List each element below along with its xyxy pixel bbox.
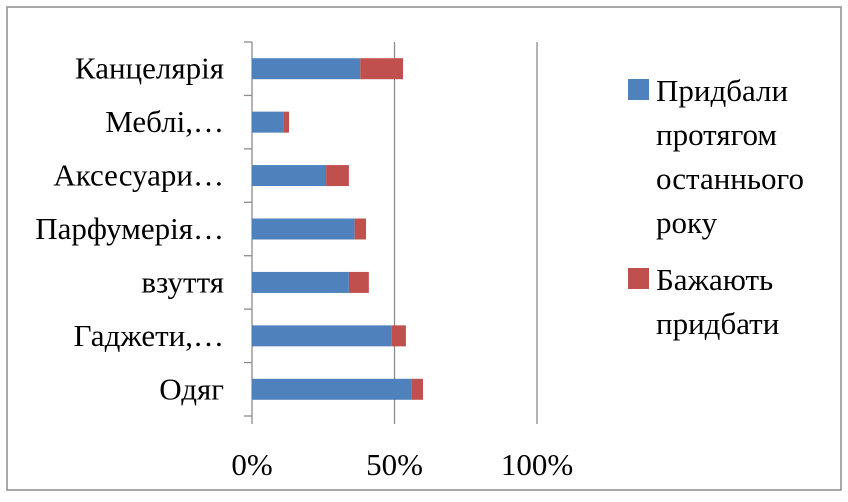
category-label-5: Гаджети,… bbox=[74, 318, 224, 353]
bar-bought-5 bbox=[252, 325, 392, 347]
bar-bought-6 bbox=[252, 378, 412, 400]
x-tick-label-0: 0% bbox=[231, 447, 272, 482]
legend-swatch-0 bbox=[628, 79, 649, 100]
bar-want-1 bbox=[283, 111, 290, 133]
bar-want-2 bbox=[326, 165, 349, 187]
x-tick-labels: 0% 50% 100% bbox=[231, 447, 573, 482]
bar-bought-1 bbox=[252, 111, 284, 133]
legend-line-1-1: придбати bbox=[656, 306, 779, 341]
bar-bought-2 bbox=[252, 165, 327, 187]
category-labels: Канцелярія Меблі,… Аксесуари… Парфумерія… вз… bbox=[35, 51, 224, 407]
legend-entry-1: Бажають придбати bbox=[656, 262, 779, 341]
bar-bought-0 bbox=[252, 58, 361, 80]
legend-swatch-1 bbox=[628, 268, 649, 289]
legend-line-0-1: протягом bbox=[656, 117, 777, 152]
legend-line-0-0: Придбали bbox=[656, 73, 788, 108]
category-label-3: Парфумерія… bbox=[35, 211, 224, 246]
gridlines bbox=[393, 42, 538, 416]
bar-bought-3 bbox=[252, 218, 355, 240]
bar-want-6 bbox=[411, 378, 423, 400]
chart-border bbox=[6, 6, 842, 491]
x-tick-label-2: 100% bbox=[501, 447, 573, 482]
legend: Придбали протягом останнього року Бажають при… bbox=[628, 73, 804, 341]
bar-bought-4 bbox=[252, 271, 349, 293]
bar-want-0 bbox=[360, 58, 404, 80]
legend-entry-0: Придбали протягом останнього року bbox=[656, 73, 804, 240]
category-label-4: взуття bbox=[141, 264, 224, 299]
legend-line-1-0: Бажають bbox=[656, 262, 773, 297]
bar-want-5 bbox=[391, 325, 406, 347]
category-label-1: Меблі,… bbox=[105, 104, 224, 139]
bar-want-4 bbox=[348, 271, 369, 293]
x-tick-label-1: 50% bbox=[366, 447, 423, 482]
bars bbox=[252, 58, 423, 400]
category-label-2: Аксесуари… bbox=[53, 158, 224, 193]
category-label-0: Канцелярія bbox=[75, 51, 224, 86]
bar-want-3 bbox=[354, 218, 366, 240]
category-label-6: Одяг bbox=[159, 371, 224, 406]
legend-line-0-3: року bbox=[656, 205, 718, 240]
legend-line-0-2: останнього bbox=[656, 161, 804, 196]
